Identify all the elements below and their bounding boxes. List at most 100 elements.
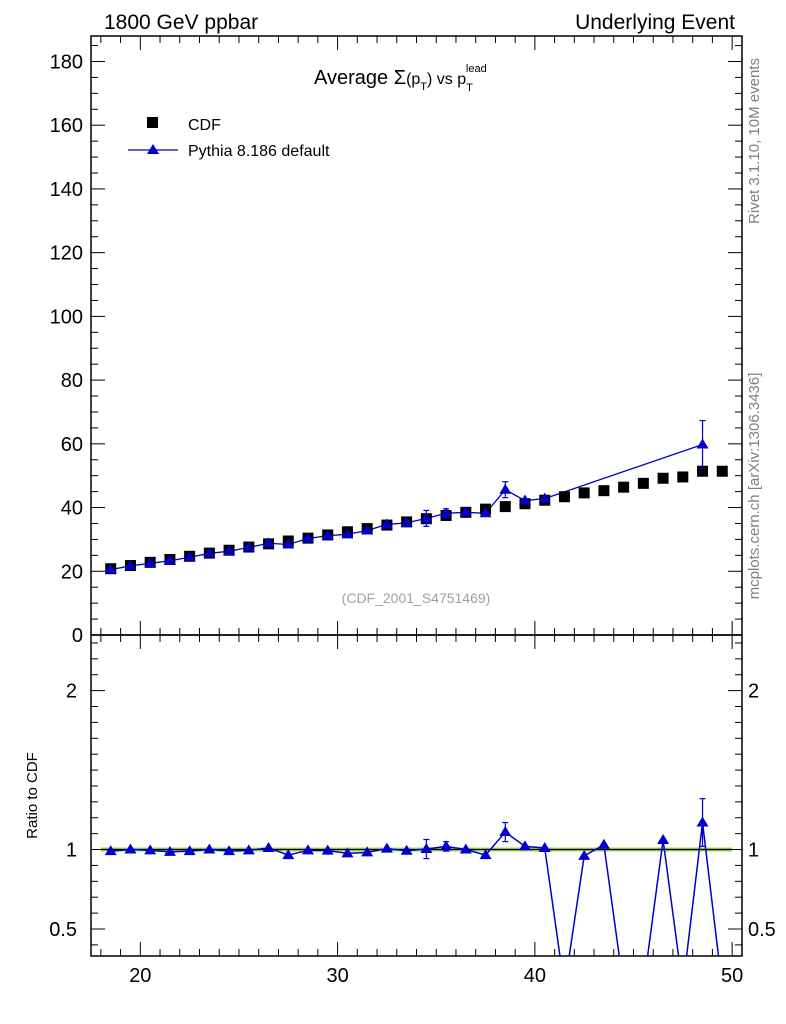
ratio-y-tick-label: 0.5: [49, 919, 77, 941]
pythia-point: [223, 545, 236, 556]
ratio-point: [163, 845, 176, 856]
ratio-point: [420, 843, 433, 854]
pythia-point: [242, 541, 255, 552]
cdf-point: [716, 465, 728, 477]
cdf-point: [558, 491, 570, 503]
y-tick-label: 180: [50, 51, 83, 73]
pythia-point: [341, 528, 354, 539]
pythia-point: [302, 532, 314, 543]
ratio-point: [597, 838, 610, 849]
ratio-point: [519, 840, 531, 851]
ratio-point: [321, 844, 334, 855]
ratio-point: [144, 844, 157, 855]
ratio-frame: [90, 634, 743, 957]
pythia-point: [499, 483, 512, 494]
pythia-point: [183, 551, 196, 562]
ratio-y-axis-label: Ratio to CDF: [24, 752, 41, 839]
y-tick-label: 80: [61, 370, 83, 392]
pythia-point: [282, 538, 295, 549]
pythia-point: [262, 537, 275, 548]
header-right: Underlying Event: [575, 11, 735, 34]
ratio-point: [578, 849, 591, 860]
ratio-point: [380, 842, 393, 853]
pythia-point: [104, 563, 117, 574]
y-tick-label: 100: [50, 306, 83, 328]
ratio-point: [262, 841, 275, 852]
pythia-point: [420, 512, 433, 523]
chart-title-text: Average Σ(pT) vs pTlead: [314, 63, 487, 94]
analysis-id-label: (CDF_2001_S4751469): [342, 590, 491, 606]
chart-title: Average Σ(pT) vs pTlead: [314, 63, 487, 94]
pythia-point: [459, 506, 472, 517]
y-tick-label: 20: [61, 561, 83, 583]
ratio-data: [100, 798, 733, 956]
legend-pythia-label: Pythia 8.186 default: [188, 143, 330, 160]
pythia-point: [124, 559, 137, 570]
pythia-point: [519, 494, 531, 505]
ratio-point: [302, 844, 314, 855]
y-tick-label: 140: [50, 179, 83, 201]
ratio-y-tick-label-right: 0.5: [748, 919, 776, 941]
cdf-point: [697, 465, 709, 477]
pythia-point: [440, 507, 453, 518]
legend-cdf-marker: [147, 117, 158, 128]
ratio-axis-ticks: 20 30 40 50 0.5 0.5 1 1 2 2 Ratio to CDF: [24, 635, 776, 987]
ratio-point: [538, 841, 551, 852]
pythia-point: [400, 516, 413, 527]
ratio-y-tick-label: 2: [66, 681, 77, 703]
ratio-point: [479, 849, 492, 860]
y-tick-label: 120: [50, 243, 83, 265]
pythia-point: [696, 438, 709, 449]
cdf-point: [618, 481, 630, 493]
pythia-point: [380, 518, 393, 529]
y-tick-label: 40: [61, 498, 83, 520]
ratio-point: [203, 843, 216, 854]
pythia-point: [361, 524, 374, 535]
ratio-point: [341, 847, 354, 858]
pythia-point: [203, 547, 216, 558]
ratio-y-tick-label: 1: [66, 840, 77, 862]
legend: CDF Pythia 8.186 default: [128, 117, 330, 160]
pythia-point: [321, 529, 334, 540]
pythia-series-line: [110, 443, 703, 571]
ratio-point: [440, 840, 453, 851]
x-tick-label: 30: [326, 965, 348, 987]
ratio-point: [104, 845, 117, 856]
ratio-point: [223, 845, 236, 856]
ratio-panel: 20 30 40 50 0.5 0.5 1 1 2 2 Ratio to CDF: [24, 634, 776, 987]
ratio-point: [459, 843, 472, 854]
header-left: 1800 GeV ppbar: [104, 11, 258, 34]
cdf-point: [677, 471, 689, 483]
cdf-point: [598, 485, 610, 497]
ratio-y-tick-label-right: 1: [748, 840, 759, 862]
legend-pythia-marker: [147, 144, 159, 154]
ratio-point: [400, 844, 413, 855]
legend-cdf-label: CDF: [188, 117, 221, 134]
ratio-point: [696, 816, 709, 827]
main-axis-ticks: 0 20 40 60 80 100 120 140 160 180: [50, 36, 742, 647]
cdf-point: [637, 477, 649, 489]
ratio-point: [242, 844, 255, 855]
x-tick-label: 20: [129, 965, 151, 987]
main-panel: 0 20 40 60 80 100 120 140 160 180 (CDF_2001_S4751…: [50, 35, 743, 647]
mcplots-credit-label: mcplots.cern.ch [arXiv:1306.3436]: [746, 373, 763, 600]
pythia-point: [144, 557, 157, 568]
ratio-point: [282, 849, 295, 860]
ratio-point: [361, 846, 374, 857]
cdf-point: [499, 501, 511, 513]
y-tick-label: 0: [72, 625, 83, 647]
pythia-point: [479, 507, 492, 518]
main-data: [104, 419, 728, 575]
pythia-point: [163, 554, 176, 565]
cdf-point: [657, 472, 669, 484]
ratio-point: [183, 845, 196, 856]
x-tick-label: 40: [524, 965, 546, 987]
pythia-point: [538, 492, 551, 503]
rivet-version-label: Rivet 3.1.10, 10M events: [746, 58, 763, 224]
ratio-point: [124, 843, 137, 854]
ratio-point: [499, 826, 512, 837]
y-tick-label: 60: [61, 434, 83, 456]
cdf-point: [578, 487, 590, 499]
ratio-point: [657, 833, 670, 844]
